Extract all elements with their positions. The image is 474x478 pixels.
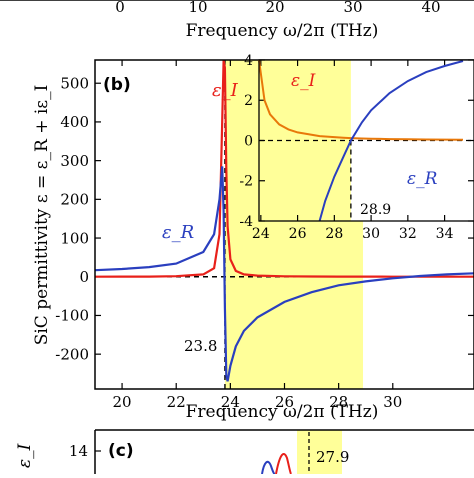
main-imag-curve [94, 59, 474, 278]
top-xtick: 20 [265, 0, 284, 16]
main-ytick-label: 0 [79, 268, 89, 286]
top-strip: 0 10 20 30 40 Frequency ω/2π (THz) [0, 0, 474, 41]
inset-xtick-label: 34 [436, 226, 454, 242]
inset-xtick-label: 32 [399, 226, 417, 242]
main-xtick-label: 28 [329, 393, 348, 411]
inset-ytick-label: -4 [239, 214, 253, 230]
inset-ytick-label: 2 [244, 93, 253, 109]
main-real-label: ε_R [162, 222, 194, 243]
main-annotation: 23.8 [184, 337, 217, 355]
main-ytick-label: 500 [60, 74, 89, 92]
inset-annotation: 28.9 [360, 202, 391, 218]
main-ytick-label: 100 [60, 229, 89, 247]
bottom-shade [297, 430, 342, 474]
main-ytick-label: 200 [60, 191, 89, 209]
bottom-imag-curve [275, 453, 292, 475]
top-xtick: 40 [421, 0, 440, 16]
main-ytick-label: -100 [55, 307, 89, 325]
inset-ytick-label: 4 [244, 53, 253, 69]
main-ylabel: SiC permittivity ε = ε_R + iε_I [32, 85, 52, 346]
main-ytick-label: 300 [60, 152, 89, 170]
top-xlabel: Frequency ω/2π (THz) [186, 21, 379, 41]
bottom-ylabel: ε_I [15, 443, 35, 468]
inset-xtick-label: 30 [362, 226, 380, 242]
main-xlabel: Frequency ω/2π (THz) [186, 402, 379, 422]
main-xtick-label: 30 [383, 393, 402, 411]
top-xtick: 10 [188, 0, 207, 16]
inset-xtick-label: 26 [289, 226, 307, 242]
inset-real-label: ε_R [407, 169, 438, 189]
inset-imag-curve [258, 59, 464, 141]
main-xtick-label: 20 [113, 393, 132, 411]
top-xtick: 0 [115, 0, 125, 16]
main-xtick-label: 24 [221, 393, 240, 411]
main-imag-label: ε_I [212, 80, 239, 101]
bottom-real-curve [261, 460, 276, 475]
panel-b-label: (b) [103, 75, 131, 95]
bottom-ytick: 14 [69, 442, 88, 460]
main-real-curve [94, 166, 474, 382]
inset-ytick-label: -2 [239, 174, 253, 190]
inset-xtick-label: 28 [325, 226, 343, 242]
inset-real-curve [318, 60, 464, 222]
top-xtick: 30 [343, 0, 362, 16]
main-xtick-label: 22 [167, 393, 186, 411]
bottom-strip [94, 429, 474, 475]
main-ytick-label: -200 [55, 345, 89, 363]
inset-frame [258, 59, 474, 222]
main-ytick-label: 400 [60, 113, 89, 131]
inset-ytick-label: 0 [244, 133, 253, 149]
inset-xtick-label: 24 [252, 226, 270, 242]
main-xtick-label: 26 [275, 393, 294, 411]
panel-c-label: (c) [108, 441, 134, 461]
bottom-annotation: 27.9 [316, 448, 349, 466]
inset-imag-label: ε_I [291, 71, 316, 91]
